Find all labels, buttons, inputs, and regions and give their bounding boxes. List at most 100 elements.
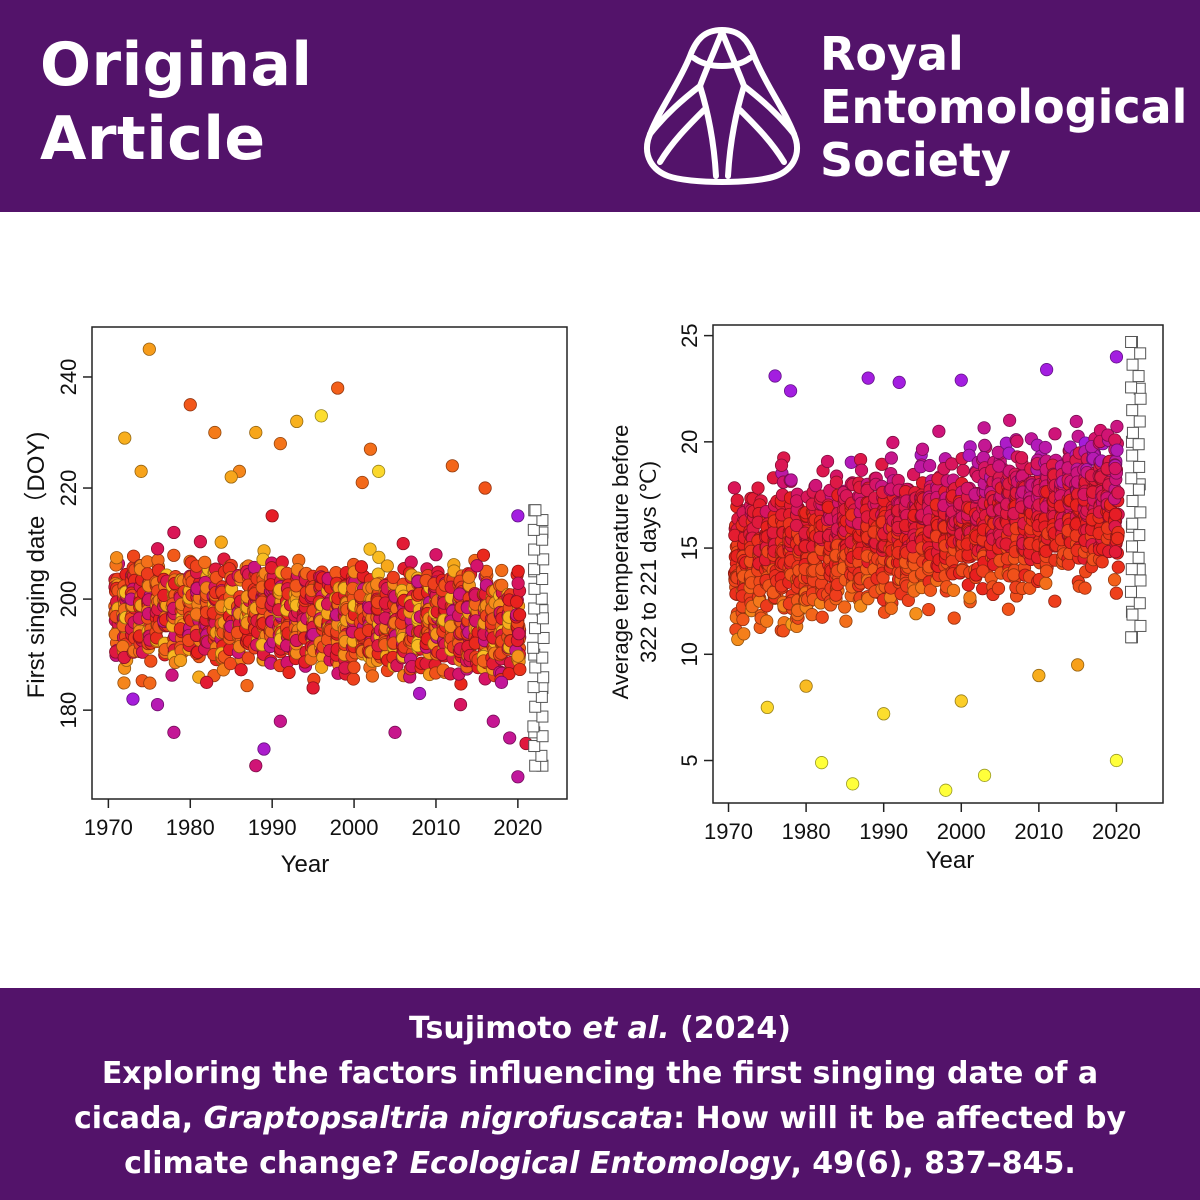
future-projection-square [529, 661, 542, 674]
scatter-point [412, 686, 427, 701]
scatter-point [363, 442, 378, 456]
scatter-point [1010, 434, 1024, 448]
scatter-point [214, 535, 228, 549]
scatter-point [198, 555, 212, 569]
scatter-point [150, 697, 165, 712]
future-projection-square [1124, 585, 1137, 598]
scatter-point [737, 627, 751, 641]
future-projection-square [536, 710, 549, 723]
scatter-point [939, 783, 953, 797]
future-projection-square [1126, 449, 1139, 462]
future-projection-square [1132, 370, 1145, 383]
scatter-point [241, 651, 255, 665]
future-projection-square [1134, 574, 1147, 587]
future-projection-square [1125, 335, 1138, 348]
future-projection-square [1126, 426, 1139, 439]
scatter-point [495, 578, 509, 592]
scatter-point [347, 660, 361, 674]
scatter-point [273, 714, 287, 728]
scatter-point [429, 548, 443, 562]
x-tick-label: 2020 [1092, 819, 1141, 844]
scatter-point [512, 627, 526, 641]
scatter-point [946, 583, 961, 597]
scatter-point [445, 459, 459, 473]
scatter-point [265, 509, 279, 523]
scatter-point [1071, 658, 1085, 672]
scatter-point [1109, 350, 1124, 364]
scatter-point [1095, 555, 1109, 569]
scatter-point [1107, 573, 1122, 587]
citation-line-1: Tsujimoto et al. (2024) [0, 1006, 1200, 1051]
future-projection-square [536, 533, 549, 546]
future-projection-square [529, 759, 542, 772]
future-projection-square [529, 700, 542, 713]
future-projection-square [527, 720, 540, 733]
scatter-point [956, 463, 970, 478]
scatter-point [1109, 586, 1123, 600]
scatter-point [511, 564, 525, 578]
scatter-point [503, 731, 517, 745]
scatter-point [495, 563, 509, 578]
future-projection-square [528, 582, 541, 595]
scatter-point [200, 675, 214, 689]
scatter-point [510, 595, 524, 609]
future-projection-square [1134, 392, 1147, 405]
scatter-point [462, 570, 476, 584]
scatter-point [923, 458, 937, 473]
scatter-point [240, 678, 254, 693]
scatter-point [809, 478, 823, 493]
scatter-point [150, 542, 165, 556]
scatter-point [932, 424, 946, 438]
x-axis-ticks: 1970 1980 1990 2000 2010 2020 [84, 799, 542, 840]
scatter-point [839, 614, 853, 628]
citation-title-part-4: climate change? [124, 1146, 410, 1181]
scatter-point [404, 555, 418, 569]
future-projection-square [536, 514, 549, 527]
scatter-point [388, 725, 402, 739]
scatter-point [380, 559, 394, 573]
scatter-point [892, 375, 906, 389]
y-tick-label: 25 [677, 323, 702, 347]
scatter-point [306, 681, 320, 695]
scatter-point [1048, 594, 1062, 608]
society-logo-text: Royal Entomological Society [820, 28, 1187, 187]
x-axis-label: Year [926, 847, 975, 874]
cicada-wing-icon [644, 27, 800, 185]
article-type-title: Original Article [40, 28, 312, 176]
x-tick-label: 1990 [859, 819, 908, 844]
scatter-point [760, 700, 774, 714]
citation-etal: et al. [582, 1011, 670, 1046]
scatter-point [760, 614, 774, 628]
scatter-point [877, 707, 891, 721]
scatter-point [314, 660, 329, 674]
y-tick-label: 15 [677, 536, 702, 560]
citation-journal: Ecological Entomology [409, 1146, 791, 1181]
future-projection-points [527, 504, 550, 772]
scatter-point [511, 770, 525, 784]
y-tick-label: 5 [677, 754, 702, 766]
scatter-point [167, 725, 181, 739]
scatter-point [126, 549, 141, 563]
scatter-point [854, 463, 869, 477]
scatter-point [1109, 507, 1123, 522]
scatter-point [257, 742, 271, 756]
future-projection-square [528, 740, 541, 753]
y-axis-label-line-2: 322 to 221 days (℃) [636, 461, 661, 663]
scatter-point [346, 672, 361, 686]
data-points [118, 342, 533, 784]
x-axis-label: Year [281, 851, 330, 878]
scatter-point [1111, 560, 1125, 574]
scatter-point [110, 551, 124, 565]
scatter-point [1069, 414, 1083, 429]
future-projection-square [536, 612, 549, 625]
scatter-point [1038, 440, 1052, 455]
scatter-point [922, 602, 936, 617]
scatter-point [768, 369, 782, 383]
future-projection-square [1133, 529, 1146, 542]
scatter-point [167, 548, 181, 562]
header-banner: Original Article Royal Entomological Soc… [0, 0, 1200, 212]
scatter-point [486, 714, 500, 728]
citation-line-3: cicada, Graptopsaltria nigrofuscata: How… [0, 1096, 1200, 1141]
future-projection-square [535, 749, 548, 762]
